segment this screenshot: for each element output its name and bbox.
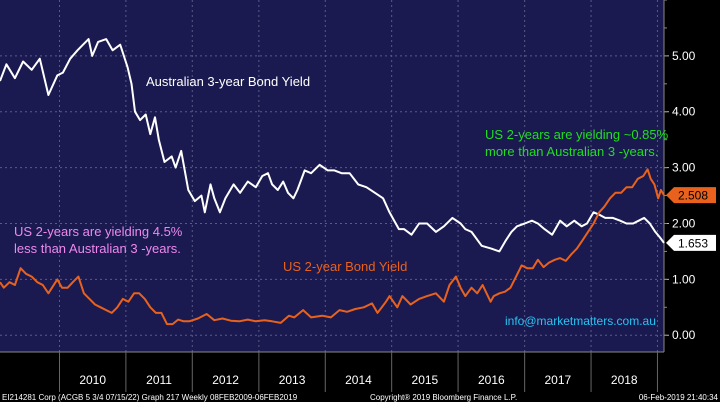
annotation-us-series-label: US 2-year Bond Yield: [283, 259, 407, 274]
annotation-pink-line-2: less than Australian 3 -years.: [14, 241, 181, 256]
series-line-australian-3y: [0, 38, 665, 253]
x-tick-label: 2017: [544, 373, 571, 387]
footer-bar: [0, 392, 720, 402]
annotation-green-line-2: more than Australian 3 -years.: [485, 144, 658, 159]
annotation-green-line-1: US 2-years are yielding ~0.85%: [485, 127, 669, 142]
y-tick-label: 4.00: [672, 105, 696, 119]
series-group: [0, 38, 665, 326]
x-tick-label: 2018: [611, 373, 638, 387]
last-value-tags: 1.653 2.508: [666, 187, 716, 251]
y-tick-label: 0.00: [672, 328, 696, 342]
x-tick-label: 2011: [146, 373, 172, 387]
last-value-tag-us-2y: [666, 187, 716, 204]
annotation-email: info@marketmatters.com.au: [505, 314, 656, 328]
annotation-pink-line-1: US 2-years are yielding 4.5%: [14, 224, 183, 239]
x-axis: 2010 2011 2012 2013 2014 2015 2016 2017 2018: [0, 351, 664, 392]
plot-area: [0, 0, 664, 352]
annotation-australian-series-label: Australian 3-year Bond Yield: [146, 74, 310, 89]
x-tick-label: 2013: [279, 373, 306, 387]
y-tick-label: 3.00: [672, 161, 696, 175]
footer-right: 06-Feb-2019 21:40:34: [639, 393, 719, 402]
y-axis: 0.00 1.00 2.00 3.00 4.00 5.00: [663, 0, 696, 352]
x-tick-label: 2012: [212, 373, 239, 387]
gridlines: [0, 0, 664, 352]
y-tick-label: 1.00: [672, 272, 696, 286]
y-tick-label: 5.00: [672, 49, 696, 63]
x-tick-label: 2010: [79, 373, 106, 387]
last-value-label-us-2y: 2.508: [678, 189, 708, 203]
last-value-label-australian-3y: 1.653: [678, 236, 708, 250]
x-tick-label: 2015: [412, 373, 439, 387]
footer-left: EI214281 Corp (ACGB 5 3/4 07/15/22) Grap…: [2, 393, 298, 402]
y-tick-label: 2.00: [672, 216, 696, 230]
footer-center: Copyright® 2019 Bloomberg Finance L.P.: [370, 393, 517, 402]
x-tick-label: 2014: [345, 373, 372, 387]
series-line-us-2y: [0, 168, 665, 326]
last-value-tag-australian-3y: [666, 234, 716, 251]
x-tick-label: 2016: [478, 373, 505, 387]
